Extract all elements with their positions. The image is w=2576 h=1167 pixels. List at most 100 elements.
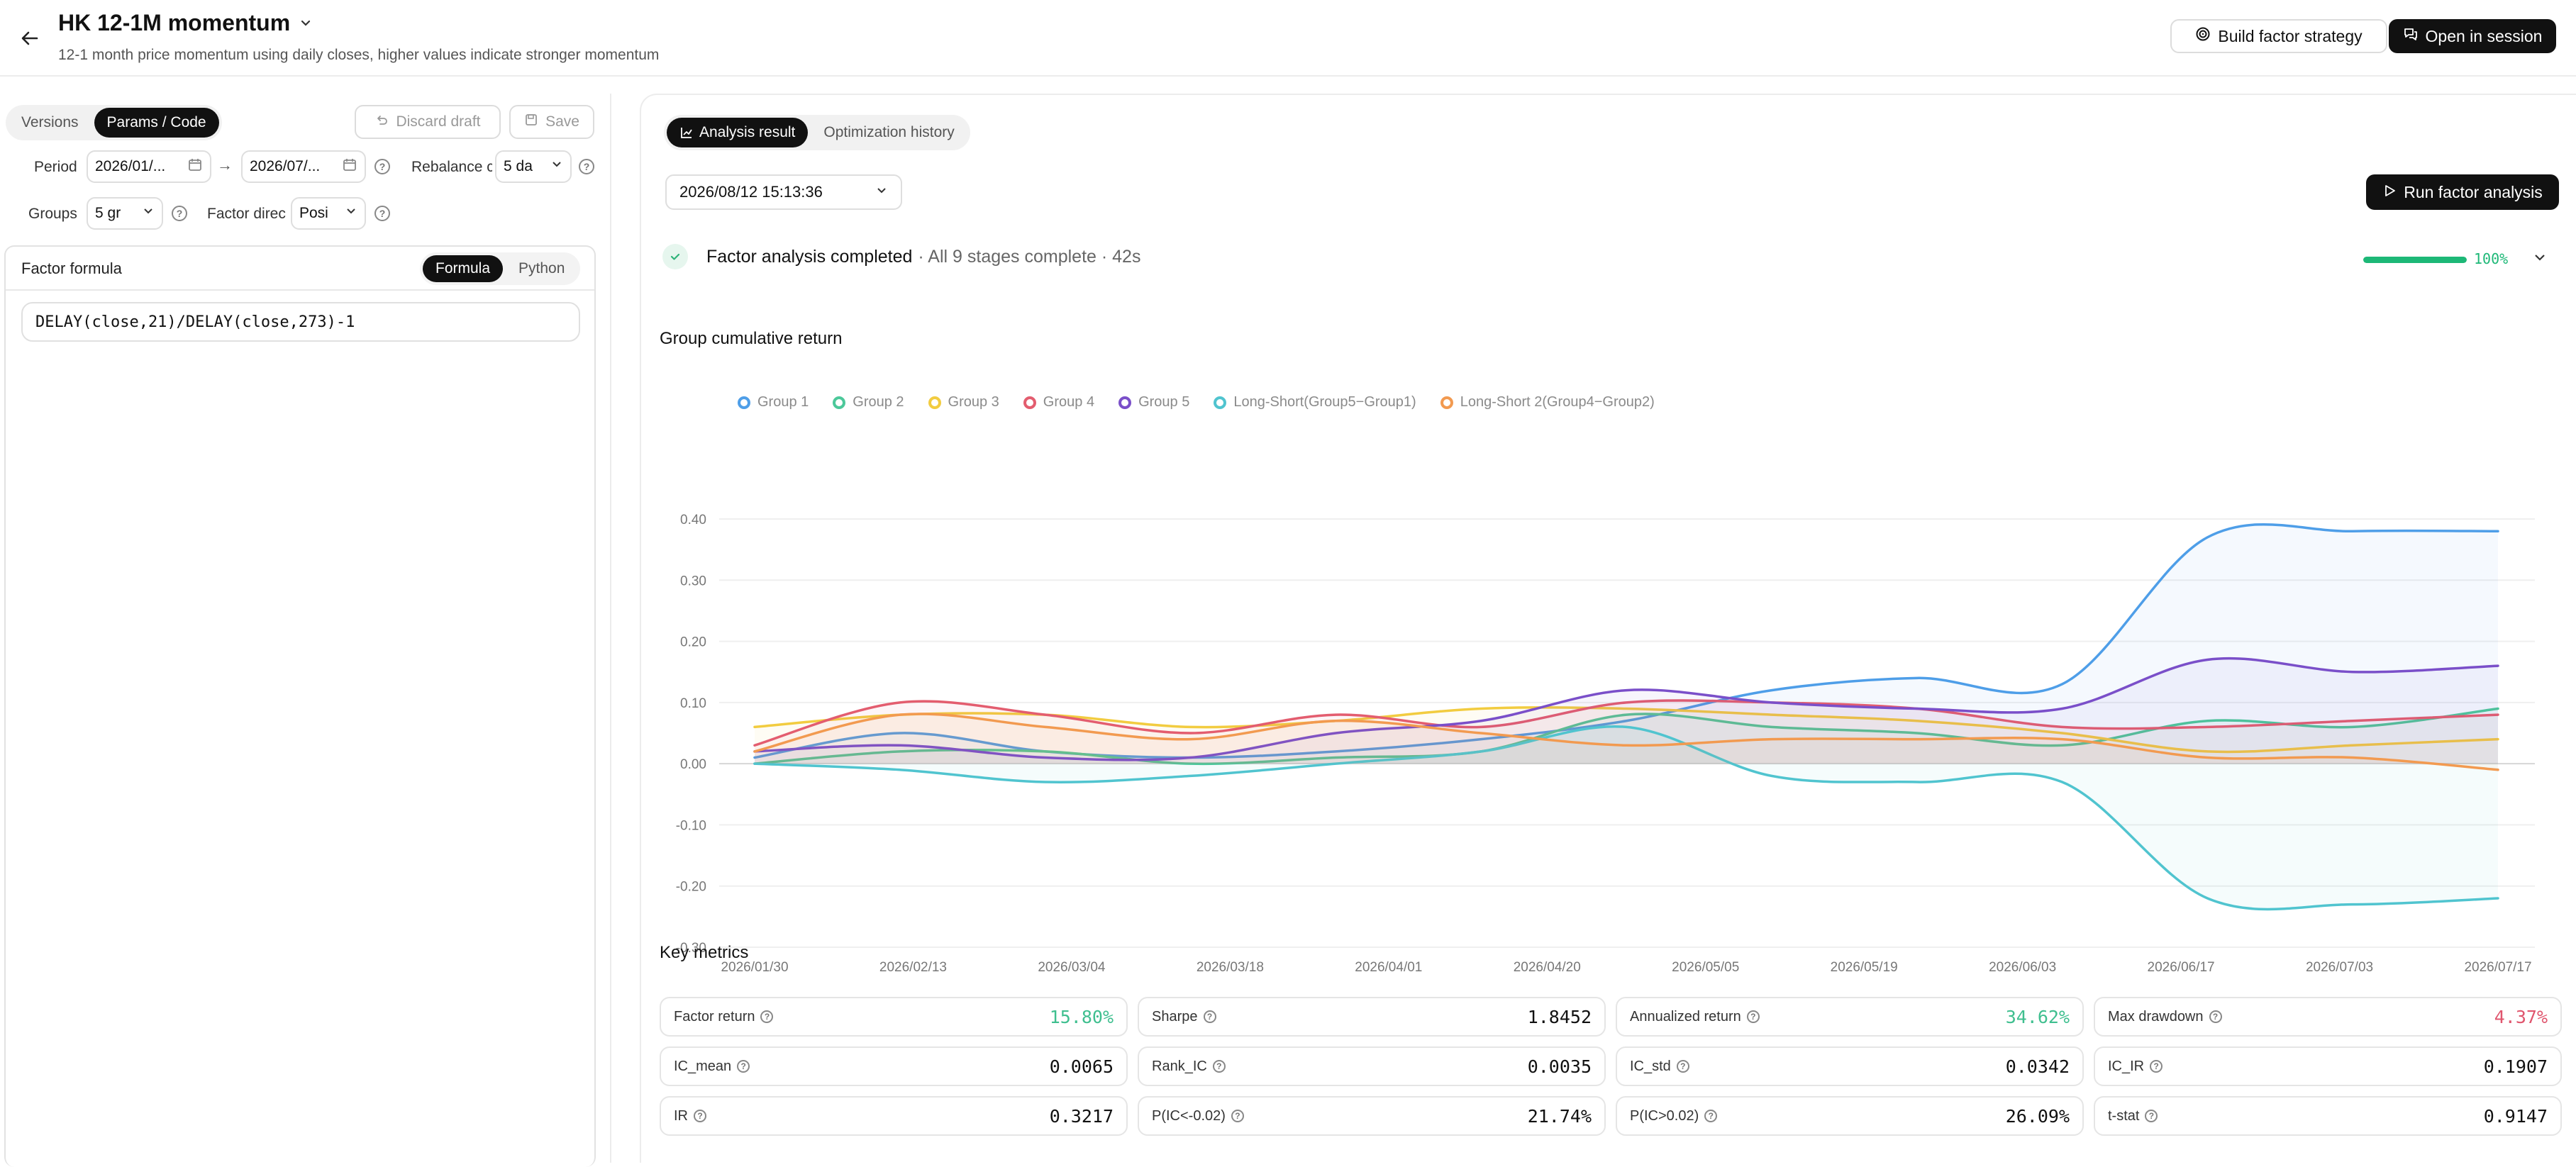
metric-name: P(IC<-0.02)? [1152, 1108, 1244, 1124]
target-icon [2195, 26, 2211, 46]
help-icon[interactable]: ? [2150, 1060, 2163, 1073]
period-start-field[interactable]: 2026/01/... [87, 150, 211, 183]
legend-item-long-short-2[interactable]: Long-Short 2(Group4−Group2) [1440, 394, 1655, 411]
legend-marker-icon [738, 396, 750, 409]
metric-value: 0.1907 [2483, 1056, 2548, 1077]
save-button[interactable]: Save [509, 105, 594, 139]
legend-label: Group 2 [853, 394, 904, 410]
open-session-button[interactable]: Open in session [2389, 19, 2556, 53]
formula-input[interactable]: DELAY(close,21)/DELAY(close,273)-1 [21, 302, 580, 342]
metric-label: Annualized return [1630, 1008, 1741, 1024]
series-area [755, 524, 2498, 764]
help-icon[interactable]: ? [1676, 1060, 1689, 1073]
help-icon[interactable]: ? [1203, 1010, 1216, 1023]
rebalance-select[interactable]: 5 da [495, 150, 572, 183]
build-strategy-button[interactable]: Build factor strategy [2170, 19, 2387, 53]
metric-card: IC_IR? 0.1907 [2094, 1046, 2562, 1086]
factor-direction-select[interactable]: Posi [291, 197, 366, 230]
calendar-icon [187, 157, 203, 177]
series-area [755, 726, 2498, 910]
metric-label: Sharpe [1152, 1008, 1198, 1024]
period-end-field[interactable]: 2026/07/... [241, 150, 366, 183]
tab-versions[interactable]: Versions [21, 114, 79, 130]
x-tick-label: 2026/01/30 [721, 960, 788, 975]
legend-marker-icon [1214, 396, 1227, 409]
x-tick-label: 2026/06/03 [1989, 960, 2056, 975]
tab-optimization-history[interactable]: Optimization history [823, 124, 955, 140]
help-icon[interactable]: ? [1231, 1110, 1244, 1122]
undo-icon [374, 113, 389, 131]
help-icon[interactable]: ? [374, 159, 390, 174]
metric-label: Rank_IC [1152, 1058, 1207, 1074]
legend-label: Group 3 [948, 394, 999, 410]
metric-name: Rank_IC? [1152, 1059, 1226, 1075]
left-tabs: Versions Params / Code [6, 105, 222, 140]
result-tabs: Analysis result Optimization history [664, 115, 970, 150]
legend-item-group3[interactable]: Group 3 [928, 394, 999, 411]
chevron-down-icon [142, 205, 155, 222]
help-icon[interactable]: ? [694, 1110, 706, 1122]
groups-select[interactable]: 5 gr [87, 197, 163, 230]
legend-item-group4[interactable]: Group 4 [1023, 394, 1094, 411]
tab-python[interactable]: Python [518, 260, 565, 277]
help-icon[interactable]: ? [760, 1010, 774, 1023]
tab-params-code[interactable]: Params / Code [94, 108, 219, 138]
legend-label: Group 1 [757, 394, 809, 410]
factor-title[interactable]: HK 12-1M momentum [58, 10, 313, 36]
discard-draft-button[interactable]: Discard draft [355, 105, 501, 139]
rebalance-value: 5 da [504, 158, 533, 174]
right-panel: Analysis result Optimization history 202… [640, 94, 2576, 1163]
metric-card: P(IC>0.02)? 26.09% [1616, 1096, 2084, 1136]
discard-draft-label: Discard draft [396, 113, 481, 130]
metric-name: Sharpe? [1152, 1009, 1216, 1025]
save-icon [524, 113, 538, 131]
run-factor-analysis-button[interactable]: Run factor analysis [2366, 174, 2559, 210]
metric-value: 0.9147 [2483, 1105, 2548, 1127]
help-icon[interactable]: ? [2209, 1010, 2222, 1023]
back-arrow-icon[interactable] [14, 23, 45, 54]
help-icon[interactable]: ? [172, 206, 187, 221]
metric-value: 34.62% [2005, 1006, 2070, 1027]
period-end-value: 2026/07/... [250, 158, 321, 174]
status-title: Factor analysis completed [706, 247, 913, 267]
legend-item-group5[interactable]: Group 5 [1118, 394, 1189, 411]
series-line [753, 713, 2499, 771]
metric-value: 0.0065 [1049, 1056, 1114, 1077]
metrics-title: Key metrics [660, 943, 749, 962]
metric-name: Annualized return? [1630, 1009, 1760, 1025]
play-icon [2382, 183, 2397, 202]
metric-card: t-stat? 0.9147 [2094, 1096, 2562, 1136]
metric-card: Factor return? 15.80% [660, 997, 1128, 1037]
legend-item-group1[interactable]: Group 1 [738, 394, 809, 411]
chart-line-icon [681, 128, 692, 138]
help-icon[interactable]: ? [1704, 1110, 1718, 1122]
series-area [755, 700, 2498, 764]
help-icon[interactable]: ? [737, 1060, 750, 1073]
metric-value: 0.0035 [1527, 1056, 1592, 1077]
progress-text: 100% [2474, 250, 2509, 267]
run-select-value: 2026/08/12 15:13:36 [679, 183, 823, 201]
help-icon[interactable]: ? [1746, 1010, 1760, 1023]
help-icon[interactable]: ? [1212, 1060, 1226, 1073]
metric-label: P(IC>0.02) [1630, 1107, 1699, 1124]
chevron-down-icon[interactable] [2532, 250, 2548, 269]
x-tick-label: 2026/05/05 [1672, 960, 1739, 975]
help-icon[interactable]: ? [2145, 1110, 2158, 1122]
run-select[interactable]: 2026/08/12 15:13:36 [665, 174, 902, 210]
series-area [755, 658, 2498, 764]
legend-item-long-short[interactable]: Long-Short(Group5−Group1) [1214, 394, 1416, 411]
metric-name: P(IC>0.02)? [1630, 1107, 1718, 1124]
factor-title-text: HK 12-1M momentum [58, 10, 291, 35]
help-icon[interactable]: ? [579, 159, 594, 174]
tab-formula[interactable]: Formula [423, 255, 504, 282]
chevron-down-icon [299, 10, 313, 36]
help-icon[interactable]: ? [374, 206, 390, 221]
status-line: Factor analysis completed · All 9 stages… [706, 247, 1140, 267]
legend-item-group2[interactable]: Group 2 [833, 394, 904, 411]
y-tick-label: -0.30 [676, 941, 706, 956]
x-tick-label: 2026/06/17 [2148, 960, 2215, 975]
y-tick-label: -0.20 [676, 880, 706, 895]
tab-analysis-result[interactable]: Analysis result [667, 118, 809, 147]
metric-name: IR? [674, 1108, 706, 1124]
open-session-label: Open in session [2425, 26, 2543, 45]
